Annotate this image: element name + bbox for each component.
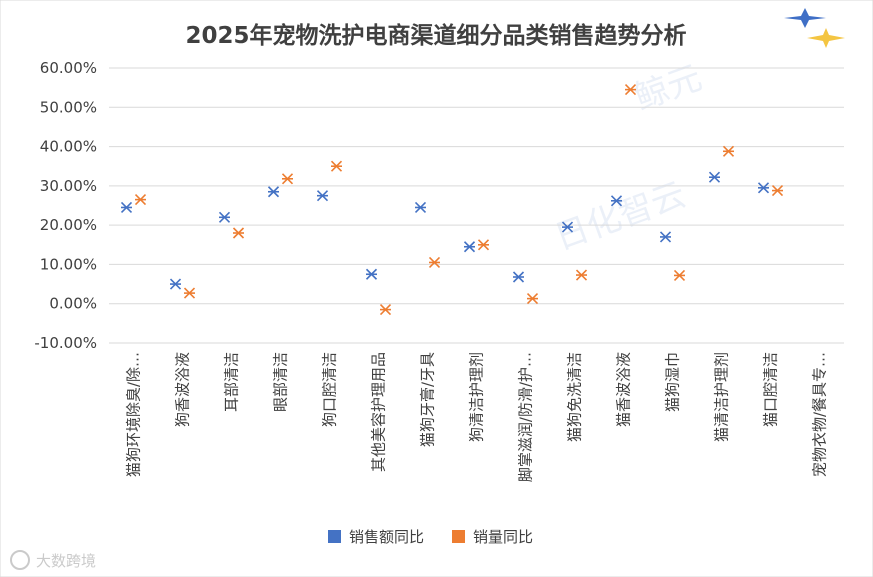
data-point-volume — [428, 256, 441, 269]
data-point-volume — [232, 227, 245, 239]
data-point-sales — [365, 268, 378, 280]
x-category-label: 狗口腔清洁 — [321, 352, 339, 427]
x-category-label: 耳部清洁 — [223, 352, 241, 412]
sparkle-icon — [784, 8, 845, 48]
footer-logo-text: 大数跨境 — [36, 552, 96, 570]
y-tick-label: 50.00% — [40, 98, 97, 116]
data-point-volume — [722, 145, 735, 157]
x-category-label: 猫口腔清洁 — [762, 352, 780, 427]
legend-swatch-sales — [328, 530, 341, 543]
x-category-label: 猫狗湿巾 — [664, 352, 682, 412]
data-point-sales — [414, 201, 427, 214]
x-category-label: 狗香波浴液 — [174, 352, 192, 427]
data-point-sales — [316, 190, 329, 202]
grid-layer — [109, 67, 844, 344]
x-category-label: 宠物衣物/餐具专… — [811, 352, 829, 477]
x-category-label: 狗清洁护理剂 — [468, 352, 486, 442]
y-tick-label: 30.00% — [40, 177, 97, 195]
data-point-volume — [379, 304, 392, 316]
data-point-volume — [673, 269, 686, 281]
y-tick-label: 0.00% — [49, 295, 97, 313]
data-point-sales — [512, 271, 525, 283]
data-point-sales — [267, 186, 280, 198]
y-tick-label: -10.00% — [34, 334, 97, 352]
data-point-volume — [183, 287, 196, 299]
data-point-sales — [610, 195, 623, 207]
x-category-label: 猫狗环境除臭/除… — [125, 352, 143, 477]
data-point-sales — [561, 221, 574, 233]
x-category-label: 猫狗免洗清洁 — [566, 352, 584, 442]
data-point-volume — [134, 194, 147, 206]
x-category-label: 猫清洁护理剂 — [713, 352, 731, 442]
y-tick-label: 60.00% — [40, 59, 97, 77]
x-category-label: 眼部清洁 — [272, 352, 290, 412]
y-axis-tick-labels: -10.00% 0.00% 10.00% 20.00% 30.00% 40.00% 50.0… — [34, 59, 97, 352]
data-point-sales — [463, 241, 476, 253]
data-point-volume — [771, 185, 784, 197]
x-category-label: 猫狗牙膏/牙具 — [419, 352, 437, 447]
legend: 销售额同比 销量同比 — [328, 528, 533, 546]
data-point-volume — [281, 173, 294, 185]
data-points — [120, 84, 784, 316]
y-tick-label: 40.00% — [40, 138, 97, 156]
x-category-label: 脚掌滋润/防滑/护… — [517, 352, 535, 482]
x-category-label: 猫香波浴液 — [615, 352, 633, 427]
data-point-volume — [477, 239, 490, 251]
x-category-label: 其他美容护理用品 — [370, 352, 388, 472]
y-tick-label: 10.00% — [40, 255, 97, 273]
y-tick-label: 20.00% — [40, 216, 97, 234]
x-axis-category-labels: 猫狗环境除臭/除… 狗香波浴液 耳部清洁 眼部清洁 狗口腔清洁 其他美容护理用品 猫狗牙膏/… — [125, 352, 829, 482]
legend-swatch-volume — [452, 530, 465, 543]
legend-label-volume: 销量同比 — [473, 528, 533, 546]
data-point-sales — [169, 278, 182, 290]
data-point-sales — [708, 171, 721, 183]
chart-title: 2025年宠物洗护电商渠道细分品类销售趋势分析 — [185, 22, 686, 49]
data-point-sales — [218, 211, 231, 223]
data-point-volume — [575, 269, 588, 281]
data-point-sales — [659, 231, 672, 243]
footer-logo: 大数跨境 — [10, 550, 96, 570]
legend-label-sales: 销售额同比 — [349, 528, 424, 546]
data-point-volume — [624, 84, 637, 96]
data-point-sales — [757, 182, 770, 194]
data-point-volume — [330, 160, 343, 172]
data-point-volume — [526, 293, 539, 305]
data-point-sales — [120, 201, 133, 214]
